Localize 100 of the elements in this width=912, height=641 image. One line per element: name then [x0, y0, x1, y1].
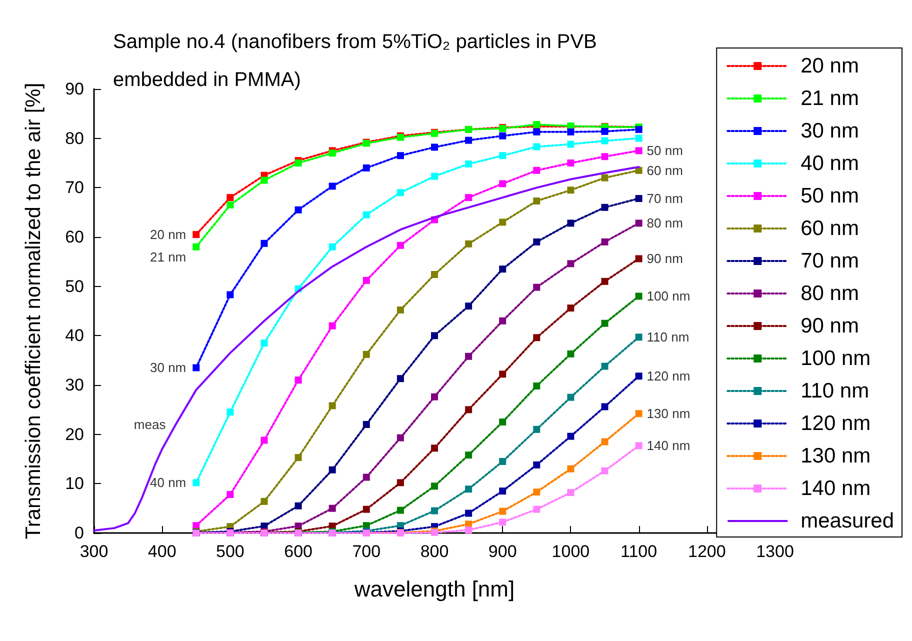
legend-label: measured [800, 510, 894, 532]
point [635, 372, 642, 380]
point [499, 180, 506, 188]
point [192, 364, 200, 372]
point [533, 426, 540, 433]
point [396, 189, 404, 196]
point [601, 137, 608, 144]
point [328, 182, 336, 190]
y-tick-label: 50 [65, 276, 84, 296]
point [260, 436, 268, 444]
annotation: 60 nm [646, 162, 683, 178]
point [362, 506, 370, 513]
point [396, 152, 404, 160]
point [499, 218, 506, 226]
point [601, 362, 608, 370]
point [362, 276, 370, 284]
annotation: meas [134, 416, 166, 432]
point [567, 186, 574, 194]
y-tick-label: 80 [65, 128, 84, 148]
annotation: 140 nm [646, 438, 690, 454]
x-tick-label: 700 [352, 542, 381, 561]
annotation: 90 nm [646, 251, 683, 266]
point [465, 240, 472, 248]
point [499, 266, 506, 273]
x-axis-title: wavelength [nm] [353, 576, 515, 602]
legend-label: 90 nm [800, 314, 859, 338]
point [601, 153, 608, 160]
point [499, 518, 506, 526]
point [431, 172, 438, 180]
annotation: 20 nm [150, 227, 186, 242]
annotation: 100 nm [646, 288, 690, 304]
point [601, 278, 608, 285]
point [635, 134, 642, 142]
point [431, 507, 438, 514]
point [192, 231, 200, 238]
point [499, 508, 506, 515]
point [431, 144, 438, 151]
y-tick-label: 0 [74, 524, 84, 542]
point [260, 498, 268, 505]
chart-title: Sample no.4 (nanofibers from 5%TiO₂ particles in PVB embedded in PMMA) [113, 31, 602, 91]
point [431, 270, 438, 278]
annotation: 40 nm [150, 475, 186, 490]
point [635, 126, 642, 133]
point [294, 502, 302, 510]
x-tick-label: 1300 [756, 542, 794, 561]
point [601, 238, 608, 246]
point [396, 506, 404, 514]
point [465, 452, 472, 459]
y-tick-label: 30 [65, 376, 84, 394]
point [533, 284, 540, 291]
annotation: 21 nm [150, 249, 186, 264]
legend-label: 50 nm [800, 184, 859, 208]
point [601, 403, 608, 410]
point [635, 334, 642, 341]
point [328, 150, 336, 157]
point [260, 240, 268, 247]
point [328, 504, 336, 512]
point [465, 486, 472, 493]
legend-label: 40 nm [800, 152, 859, 175]
legend-label: 120 nm [800, 412, 871, 435]
point [567, 160, 574, 166]
annotation: 70 nm [646, 191, 683, 206]
point [431, 332, 438, 340]
point [465, 510, 472, 517]
y-tick-label: 60 [65, 228, 84, 246]
point [226, 201, 234, 208]
point [328, 243, 336, 250]
point [328, 466, 336, 474]
point [294, 206, 302, 214]
point [465, 406, 472, 414]
point [431, 444, 438, 452]
x-tick-label: 300 [80, 542, 108, 561]
point [567, 260, 574, 268]
point [567, 432, 574, 440]
point [601, 128, 608, 135]
point [635, 166, 642, 174]
point [601, 320, 608, 327]
point [635, 220, 642, 227]
point [192, 479, 200, 486]
y-tick-label: 40 [65, 326, 84, 346]
y-tick-label: 90 [65, 80, 84, 98]
y-tick-label: 70 [65, 178, 84, 198]
point [362, 420, 370, 428]
point [635, 195, 642, 202]
point [294, 160, 302, 166]
point [567, 304, 574, 312]
point [635, 147, 642, 154]
point [635, 292, 642, 300]
point [396, 479, 404, 486]
point [533, 143, 540, 150]
legend-label: 60 nm [800, 217, 859, 240]
y-tick-label: 10 [65, 474, 84, 494]
point [396, 306, 404, 314]
point [499, 132, 506, 140]
point [499, 152, 506, 160]
point [294, 454, 302, 462]
x-tick-label: 400 [148, 542, 176, 561]
point [465, 302, 472, 310]
point [533, 128, 540, 136]
point [294, 376, 302, 384]
